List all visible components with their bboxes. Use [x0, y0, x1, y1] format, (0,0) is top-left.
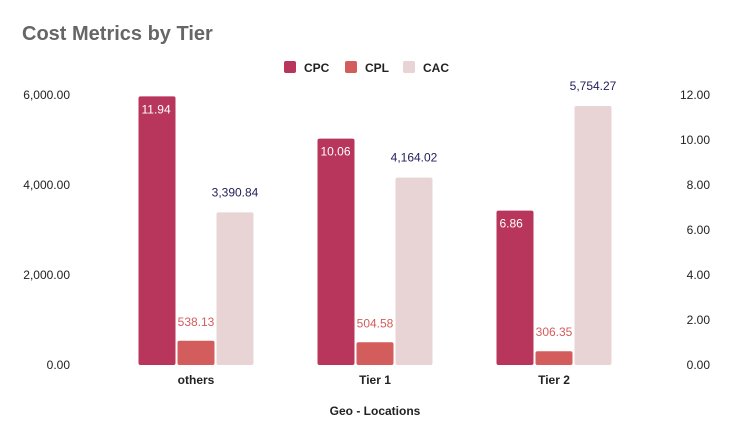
- data-label: 5,754.27: [570, 79, 617, 93]
- bar-cac-tier-2: [574, 106, 612, 365]
- bar-cpl-tier-1: [356, 342, 394, 365]
- legend-swatch: [403, 61, 415, 73]
- bar-cpl-others: [177, 340, 215, 365]
- right-axis-tick: 4.00: [687, 268, 711, 282]
- data-label: 6.86: [500, 217, 524, 231]
- bar-cpc-tier-2: [496, 210, 534, 365]
- data-label: 3,390.84: [212, 185, 259, 199]
- legend: CPC CPL CAC: [284, 61, 449, 75]
- data-label: 538.13: [178, 315, 215, 329]
- x-axis-label: Geo - Locations: [330, 404, 421, 418]
- left-axis-tick: 6,000.00: [23, 88, 70, 102]
- right-axis-tick: 0.00: [687, 358, 711, 372]
- bar-cpc-others: [138, 96, 176, 365]
- bar-cpc-tier-1: [317, 138, 355, 365]
- category-label: Tier 2: [538, 373, 570, 387]
- right-axis-tick: 8.00: [687, 178, 711, 192]
- data-label: 306.35: [536, 325, 573, 339]
- right-axis-tick: 6.00: [687, 223, 711, 237]
- right-axis-tick: 10.00: [680, 133, 710, 147]
- data-label: 4,164.02: [391, 151, 438, 165]
- legend-label: CPL: [365, 61, 389, 75]
- right-axis-tick: 12.00: [680, 88, 710, 102]
- data-label: 11.94: [142, 102, 171, 116]
- data-label: 10.06: [321, 145, 351, 159]
- category-label: Tier 1: [359, 373, 391, 387]
- bars: [138, 96, 612, 365]
- bar-cpl-tier-2: [535, 351, 573, 365]
- category-label: others: [178, 373, 215, 387]
- legend-swatch: [284, 61, 296, 73]
- data-label: 504.58: [357, 316, 394, 330]
- bar-cac-others: [216, 212, 254, 365]
- left-axis-tick: 2,000.00: [23, 268, 70, 282]
- chart-title: Cost Metrics by Tier: [22, 23, 213, 45]
- right-axis-tick: 2.00: [687, 313, 711, 327]
- right-axis: 0.00 2.00 4.00 6.00 8.00 10.00 12.00: [680, 88, 710, 372]
- left-axis-tick: 4,000.00: [23, 178, 70, 192]
- data-labels: 11.94 10.06 6.86 538.13 504.58 306.35 3,390.84…: [142, 79, 617, 339]
- legend-label: CAC: [423, 61, 449, 75]
- bar-cac-tier-1: [395, 177, 433, 365]
- category-labels: others Tier 1 Tier 2: [178, 373, 571, 387]
- left-axis-tick: 0.00: [47, 358, 71, 372]
- legend-swatch: [345, 61, 357, 73]
- left-axis: 0.00 2,000.00 4,000.00 6,000.00: [23, 88, 70, 372]
- legend-label: CPC: [304, 61, 330, 75]
